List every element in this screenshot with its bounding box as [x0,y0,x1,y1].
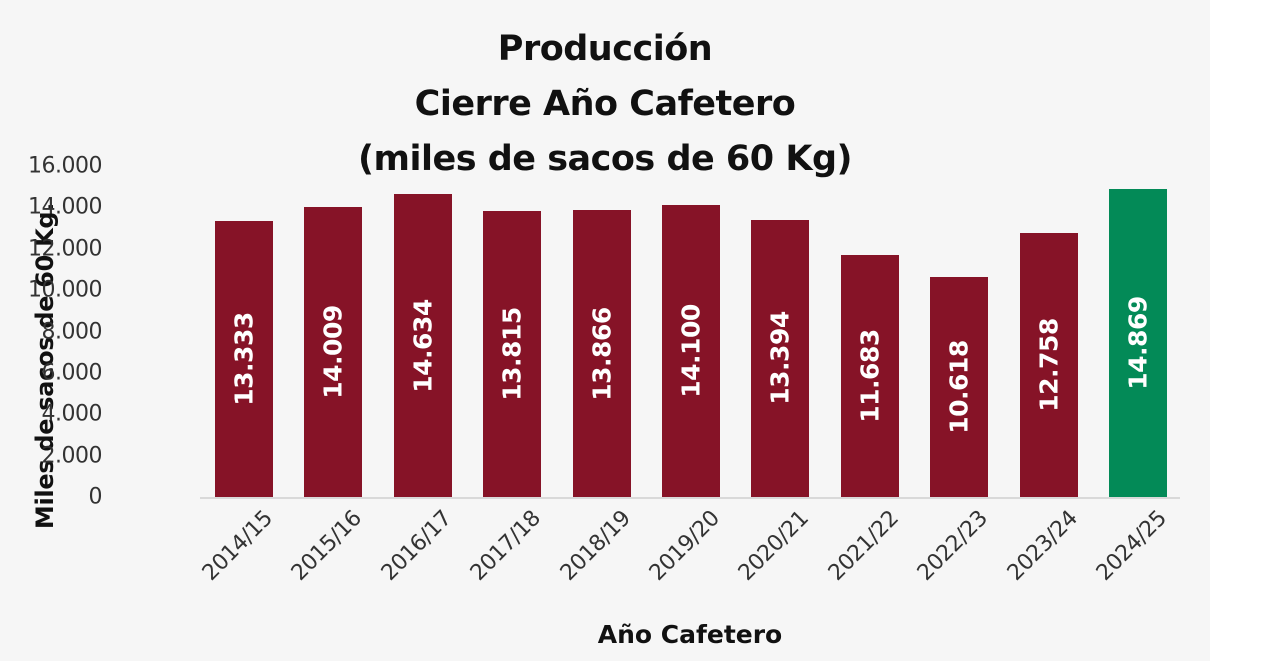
x-axis-label: Año Cafetero [597,620,783,649]
y-tick-label: 16.000 [28,153,102,179]
bar-2022-23: 10.618 [930,277,989,497]
chart-title: Producción Cierre Año Cafetero (miles de… [300,22,910,187]
x-tick-label: 2021/22 [823,506,904,586]
bar-2018-19: 13.866 [572,210,631,497]
bar-value-label: 14.100 [676,304,706,398]
x-tick-label: 2014/15 [197,506,278,586]
chart-panel: Producción Cierre Año Cafetero (miles de… [28,22,1180,649]
bar-value-label: 14.009 [318,305,348,399]
bar-value-label: 13.333 [229,312,259,406]
y-tick-label: 12.000 [28,236,102,262]
x-tick-label: 2018/19 [555,506,636,586]
bar-value-label: 13.866 [587,306,617,401]
x-tick-label: 2022/23 [913,506,993,586]
bar-value-label: 12.758 [1034,318,1064,412]
y-tick-label: 4.000 [41,401,103,427]
bar-2016-17: 14.634 [393,194,452,497]
bar-2023-24: 12.758 [1019,233,1078,497]
y-tick-label: 6.000 [41,360,103,386]
bar-2019-20: 14.100 [662,205,720,497]
y-tick-label: 2.000 [41,443,103,469]
x-axis-line [200,497,1180,499]
bar-value-label: 11.683 [855,329,885,423]
y-tick-label: 8.000 [41,319,103,344]
bar-value-label: 14.869 [1123,296,1153,390]
y-tick-label: 14.000 [28,194,102,220]
title-line-1: Producción [497,29,713,69]
bar-2024-25: 14.869 [1109,189,1167,497]
x-tick-label: 2017/18 [466,506,546,586]
bar-value-label: 10.618 [944,340,974,434]
title-line-2: Cierre Año Cafetero [414,84,796,124]
title-line-3: (miles de sacos de 60 Kg) [358,139,853,179]
bar-2014-15: 13.333 [215,221,273,497]
bar-value-label: 13.394 [765,311,795,406]
y-tick-label: 10.000 [28,277,102,303]
bar-value-label: 13.815 [497,307,527,401]
x-tick-label: 2024/25 [1091,506,1172,586]
bar-2021-22: 11.683 [840,255,899,497]
bar-value-label: 14.634 [408,298,438,393]
x-tick-label: 2016/17 [376,506,457,586]
bar-2015-16: 14.009 [304,207,363,497]
x-tick-label: 2020/21 [734,506,815,586]
x-tick-label: 2019/20 [644,506,725,586]
x-tick-label: 2023/24 [1002,506,1083,586]
bar-2020-21: 13.394 [751,219,810,497]
y-tick-label: 0 [88,484,103,510]
bar-2017-18: 13.815 [483,211,542,497]
x-tick-label: 2015/16 [287,506,368,586]
